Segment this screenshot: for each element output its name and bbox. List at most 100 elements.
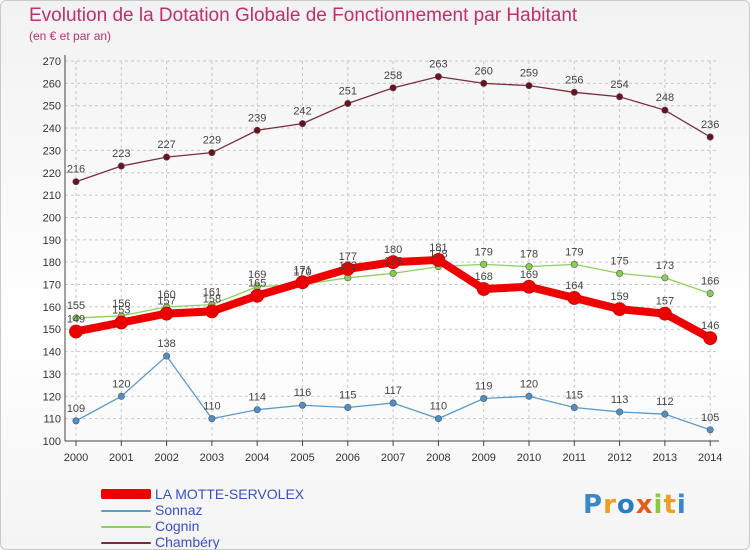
data-label-chamb-ry: 236 [701,119,719,131]
x-tick-label: 2009 [471,452,495,464]
data-label-la-motte-servolex: 158 [203,293,221,305]
data-label-sonnaz: 115 [339,389,357,401]
data-label-la-motte-servolex: 171 [293,264,311,276]
data-label-chamb-ry: 254 [610,79,628,91]
data-label-sonnaz: 114 [248,392,266,404]
data-label-cognin: 178 [520,249,538,261]
logo-letter: t [663,490,677,520]
x-tick-label: 2007 [381,452,405,464]
y-tick-label: 110 [43,414,61,426]
data-point-la-motte-servolex [522,279,536,294]
data-label-la-motte-servolex: 157 [157,296,175,308]
data-label-sonnaz: 120 [520,378,538,390]
y-tick-label: 170 [43,280,61,292]
data-point-la-motte-servolex [114,315,129,330]
data-point-la-motte-servolex [567,291,582,305]
data-label-la-motte-servolex: 181 [429,242,447,254]
y-tick-label: 260 [43,78,61,90]
data-point-chamb-ry [389,84,397,92]
y-tick-label: 220 [43,168,61,180]
logo-letter: i [653,490,664,520]
x-tick-label: 2002 [154,452,178,464]
data-point-cognin [525,263,533,271]
data-point-sonnaz [616,408,624,416]
data-label-chamb-ry: 227 [157,139,175,151]
data-label-sonnaz: 120 [112,378,130,390]
data-label-chamb-ry: 259 [520,68,538,80]
data-point-sonnaz [163,352,171,360]
data-label-cognin: 179 [475,246,493,258]
grid-lines [65,60,719,442]
x-tick-label: 2004 [245,452,269,464]
data-label-la-motte-servolex: 180 [384,244,402,256]
data-point-sonnaz [344,403,352,411]
data-point-sonnaz [117,392,125,400]
data-point-sonnaz [480,395,488,403]
data-label-la-motte-servolex: 165 [248,278,266,290]
legend-swatch [101,542,151,544]
data-point-la-motte-servolex [204,304,219,319]
y-tick-label: 160 [43,302,61,314]
chart-title: Evolution de la Dotation Globale de Fonc… [29,5,578,26]
data-label-chamb-ry: 260 [475,65,493,77]
y-tick-label: 250 [43,101,61,113]
data-label-cognin: 170 [293,267,311,279]
data-point-sonnaz [661,410,669,418]
data-point-sonnaz [570,403,578,411]
x-tick-label: 2010 [517,452,541,464]
data-point-chamb-ry [117,162,125,170]
data-point-cognin [616,269,624,277]
data-point-chamb-ry [570,88,578,96]
data-point-sonnaz [208,415,216,423]
data-label-chamb-ry: 263 [429,59,447,71]
data-point-la-motte-servolex [703,331,718,346]
data-point-sonnaz [525,392,533,400]
y-tick-label: 140 [43,347,61,359]
data-label-chamb-ry: 251 [339,85,357,97]
data-label-sonnaz: 105 [701,412,719,424]
y-tick-label: 180 [43,257,61,269]
data-point-chamb-ry [253,126,261,134]
y-tick-label: 230 [43,145,61,157]
data-label-sonnaz: 116 [294,387,312,399]
data-label-cognin: 155 [67,300,85,312]
data-point-la-motte-servolex [295,275,310,290]
proxiti-logo: Proxiti [583,490,687,520]
data-point-sonnaz [72,417,80,425]
logo-letter: r [603,490,617,520]
data-label-cognin: 173 [656,260,674,272]
legend-label: Chambéry [155,534,220,550]
data-label-la-motte-servolex: 164 [565,280,583,292]
data-point-cognin [706,289,714,297]
legend-label: Cognin [155,518,200,534]
y-tick-label: 270 [43,56,61,68]
data-label-chamb-ry: 242 [293,106,311,118]
y-tick-label: 100 [43,436,61,448]
data-point-cognin [480,260,488,268]
data-label-la-motte-servolex: 168 [475,271,493,283]
data-label-la-motte-servolex: 149 [67,313,85,325]
data-label-chamb-ry: 229 [203,135,221,147]
data-label-sonnaz: 117 [384,385,402,397]
data-label-chamb-ry: 258 [384,70,402,82]
data-point-cognin [72,314,80,322]
data-label-sonnaz: 109 [67,403,85,415]
logo-letter: P [583,490,604,520]
data-label-sonnaz: 119 [475,381,493,393]
data-label-chamb-ry: 223 [112,148,130,160]
legend-swatch [101,510,151,512]
y-tick-label: 120 [43,391,61,403]
data-label-la-motte-servolex: 177 [339,251,357,263]
axes: 100 110 120 130 140 150 160 170 180 190 200 210 220 2… [43,55,722,464]
data-point-cognin [661,274,669,282]
data-label-cognin: 160 [157,289,175,301]
data-label-sonnaz: 138 [157,338,175,350]
data-point-sonnaz [706,426,714,434]
data-label-cognin: 169 [248,269,266,281]
y-tick-label: 240 [43,123,61,135]
data-point-chamb-ry [525,82,533,90]
data-label-sonnaz: 110 [430,401,448,413]
data-label-la-motte-servolex: 157 [656,296,674,308]
data-point-la-motte-servolex [612,302,627,317]
